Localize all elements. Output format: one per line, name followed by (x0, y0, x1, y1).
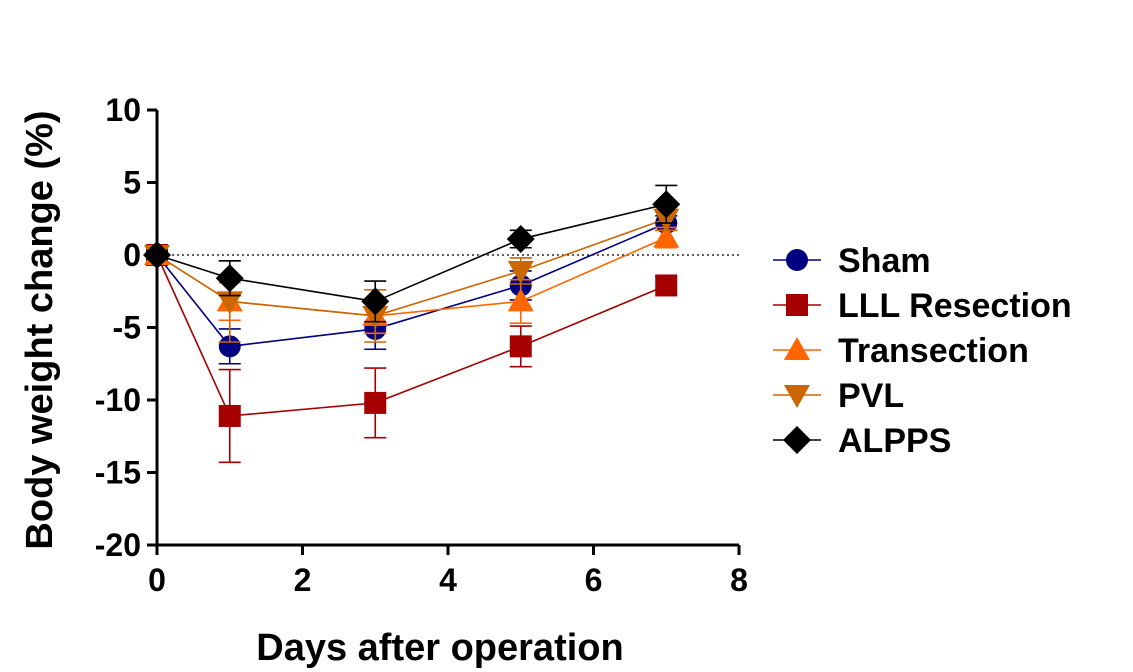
series-alpps (143, 184, 681, 323)
data-point-alpps (506, 225, 535, 254)
legend-item-alpps: ALPPS (773, 422, 951, 460)
data-point-pvl (216, 291, 243, 315)
y-tick-label: 10 (105, 92, 141, 128)
legend-marker-alpps (783, 426, 811, 454)
y-tick-label: -5 (113, 310, 141, 346)
legend-label-lll-resection: LLL Resection (838, 287, 1072, 325)
y-tick-label: 5 (123, 165, 141, 201)
data-point-lll-resection (509, 335, 532, 358)
y-axis-title: Body weight change (%) (19, 110, 61, 549)
y-tick-label: 0 (123, 237, 141, 273)
legend-label-transection: Transection (838, 332, 1029, 370)
data-point-transection (507, 288, 534, 312)
data-point-lll-resection (655, 274, 678, 297)
legend-item-sham: Sham (773, 242, 931, 280)
legend-marker-transection (784, 337, 810, 360)
legend-marker-pvl (784, 385, 810, 408)
data-point-alpps (361, 287, 390, 316)
x-tick-label: 2 (294, 562, 312, 598)
y-tick-label: -10 (95, 382, 141, 418)
y-tick-label: -20 (95, 527, 141, 563)
data-point-alpps (215, 264, 244, 293)
legend-label-alpps: ALPPS (838, 422, 951, 460)
x-tick-label: 8 (730, 562, 748, 598)
legend-marker-sham (786, 249, 808, 271)
series-layer (143, 184, 681, 464)
x-tick-label: 0 (148, 562, 166, 598)
legend-item-transection: Transection (773, 332, 1029, 370)
data-point-alpps (652, 190, 681, 219)
legend-marker-lll-resection (786, 294, 808, 316)
legend-item-lll-resection: LLL Resection (773, 287, 1072, 325)
data-point-lll-resection (364, 391, 387, 414)
legend-item-pvl: PVL (773, 377, 904, 415)
x-axis-title: Days after operation (256, 627, 623, 669)
x-tick-label: 4 (439, 562, 457, 598)
x-tick-label: 6 (585, 562, 603, 598)
legend: Sham LLL Resection Transection PVL ALPPS (773, 242, 1072, 460)
legend-label-sham: Sham (838, 242, 931, 280)
data-point-transection (653, 224, 680, 248)
legend-label-pvl: PVL (838, 377, 904, 415)
data-point-pvl (507, 260, 534, 284)
data-point-sham (218, 335, 241, 358)
data-point-alpps (143, 241, 171, 269)
y-tick-label: -15 (95, 455, 141, 491)
data-point-lll-resection (218, 404, 241, 427)
